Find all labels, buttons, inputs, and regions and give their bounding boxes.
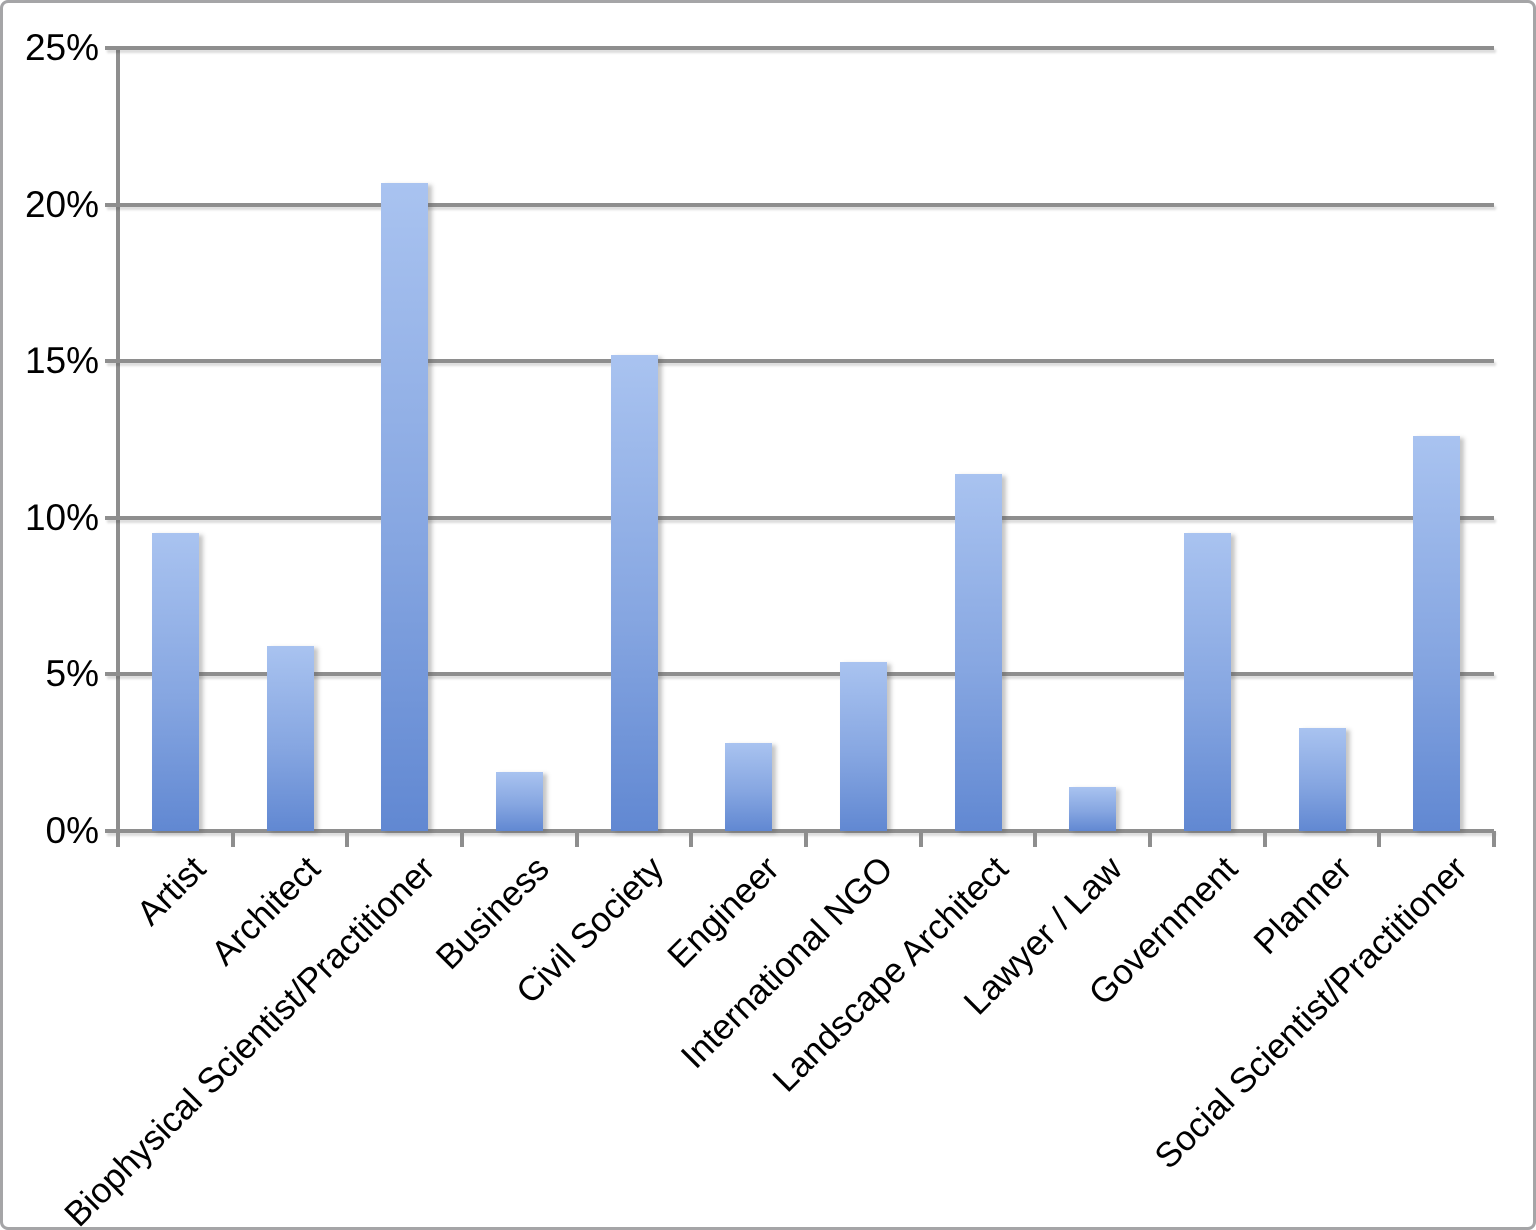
gridline (105, 672, 1494, 677)
bar (1069, 787, 1117, 831)
y-axis-label: 20% (24, 183, 99, 225)
plot-area (105, 46, 1496, 847)
bar (839, 661, 887, 831)
y-axis-line (116, 48, 120, 847)
bar (266, 646, 314, 831)
x-tick (1492, 831, 1496, 847)
gridline (105, 359, 1494, 364)
gridline (105, 202, 1494, 207)
x-axis-label: Planner (1246, 849, 1360, 962)
x-tick (918, 831, 923, 847)
x-tick (1377, 831, 1382, 847)
bar (1298, 727, 1346, 831)
x-axis-line (105, 829, 1494, 833)
x-tick (804, 831, 808, 847)
x-tick (1262, 831, 1267, 847)
bar (725, 743, 773, 831)
bar (954, 473, 1002, 831)
x-tick (574, 831, 579, 847)
y-axis-label: 25% (24, 27, 99, 68)
x-tick (345, 831, 350, 847)
y-axis-label: 10% (24, 496, 99, 538)
gridline (105, 515, 1494, 520)
x-tick (116, 831, 120, 847)
bar (381, 182, 429, 831)
y-axis-label: 0% (45, 810, 99, 851)
x-tick (1148, 831, 1152, 847)
x-axis-label: Artist (128, 849, 213, 933)
bar (1413, 436, 1461, 831)
gridline (105, 46, 1494, 50)
bar (610, 354, 658, 831)
bar (495, 771, 543, 831)
y-axis-label: 15% (24, 340, 99, 382)
x-tick (460, 831, 464, 847)
bar (1183, 533, 1231, 831)
x-axis-label: International NGO (673, 849, 901, 1077)
bar (151, 533, 199, 831)
x-tick (230, 831, 235, 847)
x-tick (689, 831, 694, 847)
x-tick (1033, 831, 1038, 847)
y-axis-label: 5% (45, 653, 99, 695)
